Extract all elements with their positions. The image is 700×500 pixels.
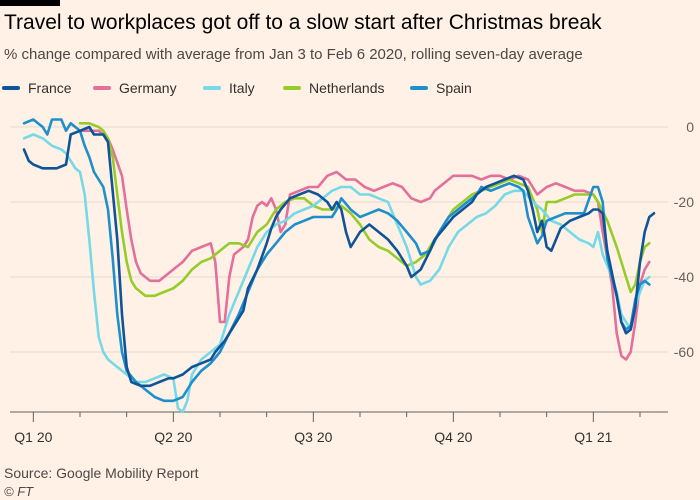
chart-subtitle: % change compared with average from Jan … xyxy=(4,46,583,63)
brand-bar xyxy=(0,0,60,6)
legend-item-italy: Italy xyxy=(203,80,255,96)
x-tick-label: Q1 21 xyxy=(574,429,612,445)
legend-swatch xyxy=(203,86,221,90)
series-line-germany xyxy=(78,129,651,361)
legend-label: Netherlands xyxy=(309,80,385,96)
legend-label: Germany xyxy=(119,80,177,96)
legend-swatch xyxy=(410,86,428,90)
y-tick-label: -20 xyxy=(674,194,694,210)
legend-swatch xyxy=(283,86,301,90)
x-tick-label: Q4 20 xyxy=(434,429,472,445)
legend-swatch xyxy=(93,86,111,90)
chart-legend: France Germany Italy Netherlands Spain xyxy=(0,80,700,98)
series-line-netherlands xyxy=(78,122,651,298)
legend-label: Italy xyxy=(229,80,255,96)
x-tick-label: Q2 20 xyxy=(154,429,192,445)
y-tick-label: -60 xyxy=(674,344,694,360)
source-note: Source: Google Mobility Report xyxy=(4,465,199,481)
x-tick-label: Q1 20 xyxy=(14,429,52,445)
legend-item-germany: Germany xyxy=(93,80,177,96)
series-line-france xyxy=(22,125,656,388)
legend-label: Spain xyxy=(436,80,472,96)
legend-item-netherlands: Netherlands xyxy=(283,80,385,96)
series-line-spain xyxy=(22,118,651,403)
legend-label: France xyxy=(28,80,72,96)
x-tick-label: Q3 20 xyxy=(294,429,332,445)
legend-swatch xyxy=(2,86,20,90)
y-tick-label: -40 xyxy=(674,269,694,285)
y-tick-label: 0 xyxy=(686,119,694,135)
series-line-italy xyxy=(22,133,651,414)
legend-item-france: France xyxy=(2,80,72,96)
chart-title: Travel to workplaces got off to a slow s… xyxy=(4,11,602,34)
ft-credit: © FT xyxy=(4,484,34,499)
legend-item-spain: Spain xyxy=(410,80,472,96)
